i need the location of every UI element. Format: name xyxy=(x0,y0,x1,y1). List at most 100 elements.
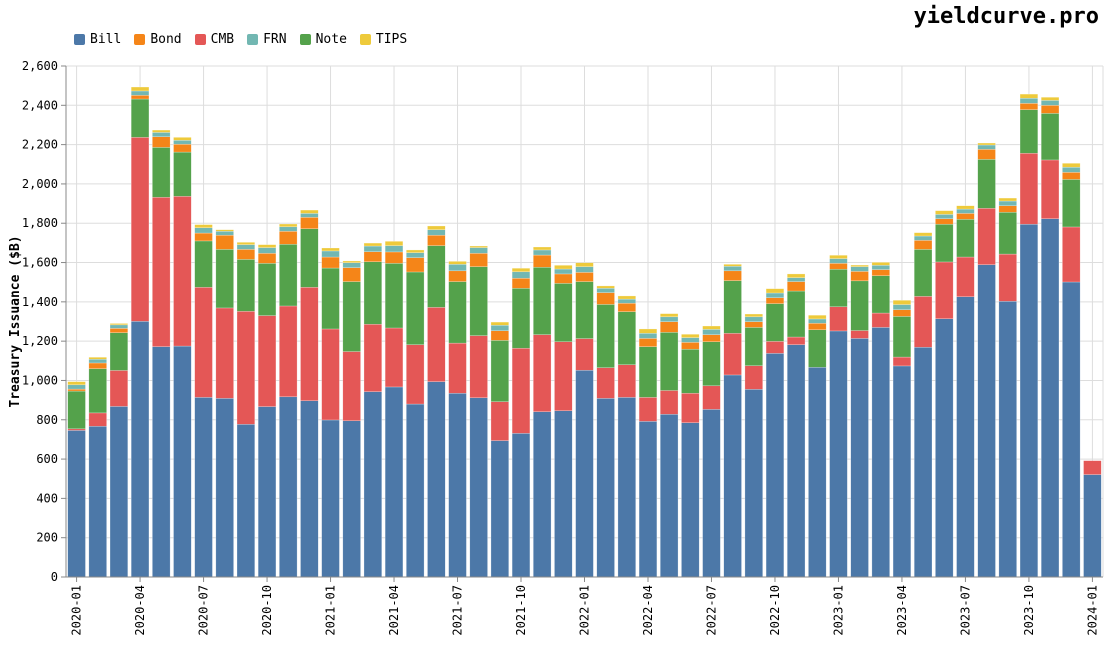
bar-bill-2021-04 xyxy=(384,386,404,578)
y-tick: 600 xyxy=(36,452,66,466)
bar-note-2023-02 xyxy=(850,280,869,331)
legend-swatch xyxy=(247,34,259,45)
bar-tips-2023-02 xyxy=(850,264,869,267)
y-tick-label: 1,800 xyxy=(22,216,58,230)
bar-cmb-2023-04 xyxy=(892,356,912,367)
bar-bill-2020-11 xyxy=(279,396,298,578)
bar-bond-2020-04 xyxy=(130,95,150,100)
bar-bond-2021-11 xyxy=(533,254,552,268)
x-tick-label: 2021-01 xyxy=(324,585,338,636)
bar-bill-2023-09 xyxy=(998,301,1017,578)
y-tick-label: 1,200 xyxy=(22,334,58,348)
y-tick: 1,200 xyxy=(22,334,66,348)
bar-bond-2021-07 xyxy=(448,270,467,282)
bar-note-2022-02 xyxy=(596,304,615,368)
bar-note-2022-06 xyxy=(681,348,700,394)
bar-frn-2022-03 xyxy=(617,298,636,304)
bar-bond-2023-04 xyxy=(892,309,912,317)
bar-frn-2022-04 xyxy=(638,333,658,339)
bar-bill-2023-05 xyxy=(913,346,933,578)
bar-bill-2023-04 xyxy=(892,365,912,578)
bar-tips-2022-12 xyxy=(808,314,827,320)
bar-frn-2023-03 xyxy=(871,265,890,270)
bar-cmb-2021-09 xyxy=(490,401,509,441)
bar-bond-2023-07 xyxy=(956,213,975,220)
bar-frn-2023-07 xyxy=(956,208,975,214)
bar-note-2020-12 xyxy=(300,228,319,288)
bar-frn-2022-07 xyxy=(702,329,721,335)
bar-cmb-2024-01 xyxy=(1083,460,1102,475)
bar-tips-2021-03 xyxy=(363,242,383,247)
x-tick-label: 2023-10 xyxy=(1022,585,1036,636)
legend-swatch xyxy=(194,34,206,45)
bar-bill-2021-12 xyxy=(554,410,573,578)
bar-frn-2020-03 xyxy=(109,324,129,329)
bar-bond-2022-05 xyxy=(660,321,679,333)
bar-frn-2023-04 xyxy=(892,304,912,310)
bar-tips-2020-08 xyxy=(215,229,234,232)
bar-frn-2021-02 xyxy=(342,262,361,268)
bar-cmb-2023-12 xyxy=(1062,226,1081,283)
bar-note-2021-10 xyxy=(511,288,531,349)
y-tick-label: 1,400 xyxy=(22,295,58,309)
bar-note-2023-11 xyxy=(1040,113,1060,161)
x-tick-label: 2024-01 xyxy=(1085,585,1099,636)
bar-note-2022-08 xyxy=(723,280,742,334)
bar-bill-2021-11 xyxy=(533,411,552,578)
bar-bond-2023-12 xyxy=(1062,172,1081,180)
x-tick: 2023-01 xyxy=(831,577,845,636)
x-tick: 2021-07 xyxy=(451,577,465,636)
bar-cmb-2022-10 xyxy=(765,341,785,354)
bar-note-2023-04 xyxy=(892,316,912,358)
bar-frn-2022-10 xyxy=(765,292,785,298)
bar-bill-2023-06 xyxy=(935,318,954,578)
bar-cmb-2020-07 xyxy=(194,287,213,398)
bar-tips-2022-06 xyxy=(681,334,700,338)
bar-bond-2023-01 xyxy=(829,263,848,270)
bar-note-2021-08 xyxy=(469,266,488,336)
bar-tips-2022-11 xyxy=(786,273,806,278)
bar-frn-2022-08 xyxy=(723,266,742,272)
bar-note-2020-02 xyxy=(88,368,107,414)
legend-swatch xyxy=(134,34,146,45)
bar-cmb-2023-03 xyxy=(871,312,890,328)
bar-tips-2022-03 xyxy=(617,295,636,300)
bar-tips-2021-11 xyxy=(533,246,552,251)
bar-note-2023-08 xyxy=(977,159,996,209)
bar-bond-2022-04 xyxy=(638,338,658,347)
bar-tips-2020-06 xyxy=(173,137,192,141)
bar-frn-2023-06 xyxy=(935,214,954,219)
bar-bond-2022-07 xyxy=(702,334,721,342)
bar-tips-2020-01 xyxy=(67,381,86,386)
bar-bill-2022-10 xyxy=(765,353,785,578)
bar-bond-2021-09 xyxy=(490,330,509,341)
bar-bond-2023-06 xyxy=(935,218,954,225)
bar-bond-2020-10 xyxy=(257,253,277,264)
x-tick: 2020-07 xyxy=(197,577,211,636)
bar-bill-2020-08 xyxy=(215,398,234,578)
bar-cmb-2020-12 xyxy=(300,287,319,401)
x-tick-label: 2021-04 xyxy=(387,585,401,636)
bar-tips-2022-01 xyxy=(575,262,594,267)
bar-frn-2022-09 xyxy=(744,316,763,322)
bar-frn-2020-01 xyxy=(67,384,86,390)
bar-cmb-2020-02 xyxy=(88,412,107,427)
bar-frn-2020-11 xyxy=(279,226,298,232)
bar-note-2022-10 xyxy=(765,303,785,342)
bar-tips-2022-09 xyxy=(744,313,763,318)
bar-cmb-2022-03 xyxy=(617,364,636,398)
y-tick-label: 200 xyxy=(36,531,58,545)
bar-tips-2020-11 xyxy=(279,223,298,228)
y-tick-label: 1,000 xyxy=(22,373,58,387)
bar-frn-2022-05 xyxy=(660,316,679,322)
bar-bill-2023-07 xyxy=(956,296,975,578)
bar-bond-2022-06 xyxy=(681,342,700,350)
bar-bond-2022-11 xyxy=(786,281,806,292)
y-tick: 0 xyxy=(51,570,66,584)
legend-label: Bill xyxy=(90,32,122,47)
bar-frn-2022-01 xyxy=(575,266,594,273)
bar-bond-2020-01 xyxy=(67,388,86,392)
bar-bill-2022-04 xyxy=(638,421,658,578)
bar-frn-2021-01 xyxy=(321,250,340,258)
legend-swatch xyxy=(359,34,371,45)
